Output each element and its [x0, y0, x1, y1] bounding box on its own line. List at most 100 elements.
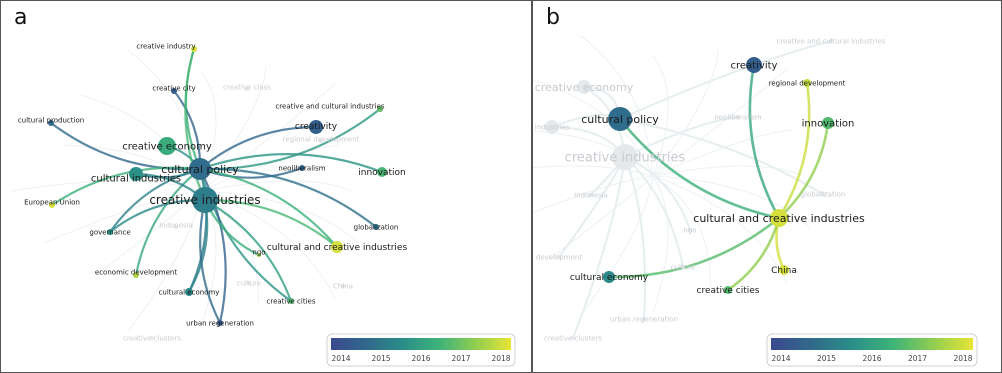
node-label-cultural-and-creative-industries: cultural and creative industries	[267, 243, 408, 253]
node-creative-economy[interactable]	[577, 80, 591, 94]
year-legend: 2014 2015 2016 2017 2018	[326, 333, 516, 367]
link-cultural-and-creative-industries-creative-cities	[727, 217, 781, 292]
node-regional-development[interactable]	[803, 79, 811, 87]
node-label-cultural-economy: cultural economy	[159, 288, 220, 296]
year-legend: 2014 2015 2016 2017 2018	[766, 333, 978, 367]
node-label-cultural-and-creative-industries: cultural and creative industries	[693, 212, 865, 225]
node-innovation[interactable]	[377, 167, 387, 177]
link-cultural-and-creative-industries-creativity	[748, 64, 781, 219]
network-map-b: creative and cultural industries creative…	[533, 35, 978, 367]
background-link	[652, 175, 711, 287]
node-label-creative-and-cultural-industries: creative and cultural industries	[776, 37, 885, 45]
node-neoliberalism[interactable]	[736, 115, 740, 119]
node-economic-development[interactable]	[133, 272, 139, 278]
link-cultural-and-creative-industries-cultural-policy	[618, 118, 780, 220]
node-creative-cities[interactable]	[724, 286, 732, 294]
background-link	[652, 50, 719, 177]
panel-a: a creative industry creative city creative…	[0, 0, 532, 373]
link-creative-industries-creative-cities	[204, 199, 293, 302]
node-european-union[interactable]	[49, 202, 55, 208]
node-ngo[interactable]	[257, 253, 261, 257]
background-link	[200, 180, 352, 192]
link-cultural-policy-neoliberalism	[199, 166, 303, 179]
link-cultural-policy-creativity	[199, 125, 317, 170]
node-cultural-and-creative-industries[interactable]	[331, 241, 343, 253]
node-label-creative-industry: creative industry	[136, 42, 195, 50]
link-cultural-policy-european-union	[51, 166, 201, 206]
node-creative-industries[interactable]	[612, 144, 638, 170]
node-label-ngo: ngo	[683, 226, 696, 234]
node-cultural-policy[interactable]	[608, 107, 632, 131]
legend-tick: 2015	[817, 354, 836, 363]
node-label-creative-economy: creative economy	[122, 142, 212, 153]
node-neoliberalism[interactable]	[299, 165, 305, 171]
node-label-regional-development: regional development	[769, 79, 846, 87]
node-globalization[interactable]	[821, 192, 825, 196]
node-creativity[interactable]	[309, 120, 323, 134]
node-development[interactable]	[557, 255, 561, 259]
background-link-web	[533, 35, 811, 317]
node-label-creative-economy: creative economy	[535, 81, 634, 94]
legend-tick: 2015	[371, 354, 390, 363]
node-label-creative-cities: creative cities	[267, 297, 316, 305]
node-cultural-economy[interactable]	[185, 288, 193, 296]
node-label-globalization: globalization	[354, 223, 399, 231]
node-china[interactable]	[341, 284, 345, 288]
link-cultural-and-creative-industries-regional-development	[777, 82, 811, 219]
node-urban-regeneration[interactable]	[642, 317, 646, 321]
node-label-neoliberalism: neoliberalism	[278, 164, 325, 172]
background-link	[579, 35, 654, 177]
background-link	[62, 144, 202, 192]
link-cultural-policy-cultural-production	[50, 122, 201, 171]
node-creative-class[interactable]	[245, 87, 249, 91]
faded-link	[572, 156, 626, 339]
link-cultural-policy-cultural-and-creative-industries	[199, 167, 338, 248]
link-creative-industries-creative-industry	[184, 48, 207, 201]
node-creative-economy[interactable]	[158, 137, 176, 155]
node-culture[interactable]	[247, 281, 251, 285]
node-label-creative-clusters: creative clusters	[544, 334, 602, 342]
node-globalization[interactable]	[373, 224, 379, 230]
node-industries[interactable]	[545, 120, 559, 134]
node-cultural-industries[interactable]	[129, 167, 143, 181]
node-creativity[interactable]	[746, 57, 762, 73]
legend-tick: 2016	[862, 354, 881, 363]
panel-b: b creative and cultural industries creati…	[532, 0, 1002, 373]
node-creative-clusters[interactable]	[150, 336, 154, 340]
node-creative-city[interactable]	[171, 88, 177, 94]
node-cultural-production[interactable]	[48, 120, 54, 126]
node-indonesia[interactable]	[589, 193, 593, 197]
node-creative-industries[interactable]	[192, 187, 218, 213]
node-label-innovation: innovation	[358, 168, 406, 178]
node-label-creative-class: creative class	[223, 83, 271, 91]
node-creative-clusters[interactable]	[571, 336, 575, 340]
legend-tick: 2017	[908, 354, 927, 363]
faded-link	[624, 156, 646, 320]
link-cultural-policy-innovation	[199, 153, 383, 174]
node-indonesia[interactable]	[174, 225, 178, 229]
node-label-economic-development: economic development	[95, 268, 177, 276]
node-label-european-union: European Union	[24, 198, 80, 206]
node-cultural-policy[interactable]	[189, 158, 211, 180]
node-urban-regeneration[interactable]	[217, 320, 223, 326]
node-label-creative-industries: creative industries	[565, 151, 686, 166]
node-ngo[interactable]	[688, 228, 692, 232]
legend-gradient-bar	[331, 338, 511, 350]
link-cultural-policy-governance	[109, 167, 201, 233]
node-label-cultural-economy: cultural economy	[570, 273, 649, 283]
node-cultural-economy[interactable]	[603, 271, 615, 283]
node-creative-cities[interactable]	[288, 298, 294, 304]
node-innovation[interactable]	[822, 117, 834, 129]
node-china[interactable]	[779, 265, 789, 275]
node-label-cultural-industries: cultural industries	[91, 174, 181, 185]
node-label-indonesia: Indonesia	[159, 221, 193, 229]
node-label-industries: industries	[535, 123, 570, 131]
background-link	[43, 190, 202, 244]
node-creative-and-cultural-industries[interactable]	[377, 106, 383, 112]
node-governance[interactable]	[107, 229, 113, 235]
node-culture[interactable]	[681, 265, 685, 269]
node-creative-and-cultural-industries[interactable]	[829, 39, 833, 43]
node-regional-development[interactable]	[319, 139, 323, 143]
node-creative-industry[interactable]	[191, 46, 197, 52]
node-cultural-and-creative-industries[interactable]	[770, 209, 788, 227]
